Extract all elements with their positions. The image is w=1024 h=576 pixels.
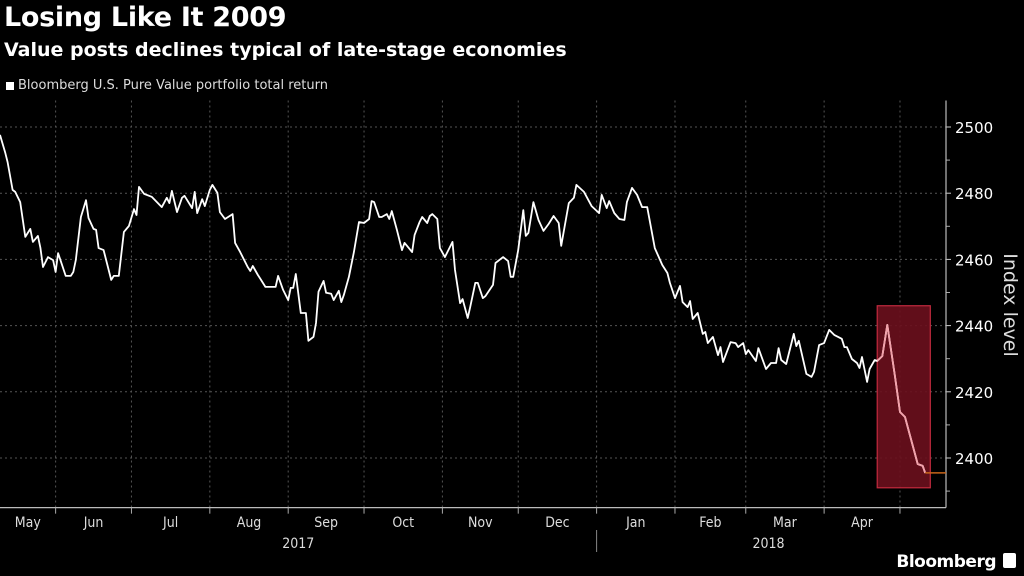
x-month-label: Nov — [468, 515, 493, 531]
legend: Bloomberg U.S. Pure Value portfolio tota… — [6, 78, 328, 93]
legend-swatch — [6, 81, 14, 90]
x-month-label: Aug — [237, 515, 262, 531]
series-line-highlighted — [877, 324, 927, 474]
series-line — [0, 134, 927, 474]
x-month-label: Oct — [392, 515, 414, 531]
x-month-label: Apr — [851, 515, 874, 531]
x-month-label: Dec — [545, 515, 569, 531]
y-tick-label: 2420 — [955, 384, 993, 402]
chart-subtitle: Value posts declines typical of late-sta… — [4, 39, 567, 61]
x-month-label: Jan — [625, 515, 645, 531]
y-axis-title: Index level — [999, 253, 1021, 357]
x-year-label: 2018 — [752, 536, 784, 552]
legend-label: Bloomberg U.S. Pure Value portfolio tota… — [18, 78, 328, 93]
y-tick-label: 2400 — [955, 450, 993, 468]
x-month-label: May — [15, 515, 42, 531]
y-tick-label: 2440 — [955, 318, 993, 336]
x-month-label: Sep — [314, 515, 338, 531]
axes: 2400 2420 2440 2460 2480 2500 May Jun Jul Aug Sep O… — [0, 100, 993, 552]
grid — [0, 100, 946, 508]
x-year-label: 2017 — [282, 536, 314, 552]
x-month-label: Jun — [83, 515, 104, 531]
bloomberg-chart-icon — [1003, 553, 1016, 568]
chart-title: Losing Like It 2009 — [4, 2, 287, 33]
x-month-label: Jul — [162, 515, 178, 531]
y-tick-label: 2500 — [955, 119, 993, 137]
y-tick-label: 2480 — [955, 185, 993, 203]
bloomberg-logo: Bloomberg — [896, 552, 996, 572]
y-tick-label: 2460 — [955, 251, 993, 269]
x-month-label: Feb — [699, 515, 721, 531]
x-month-label: Mar — [773, 515, 798, 531]
